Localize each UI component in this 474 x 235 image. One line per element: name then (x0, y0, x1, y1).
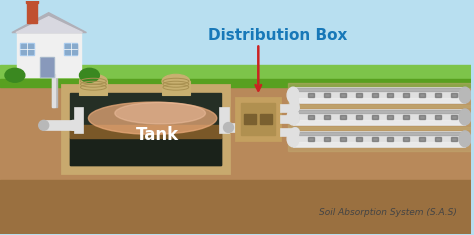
Bar (41, 58, 53, 76)
Bar (340, 115, 346, 119)
Ellipse shape (89, 102, 217, 134)
Bar (21, 44, 33, 55)
Polygon shape (16, 17, 82, 33)
Bar (372, 137, 377, 141)
Bar (340, 93, 346, 97)
Text: Soil Absorption System (S.A.S): Soil Absorption System (S.A.S) (319, 208, 456, 217)
Bar (308, 115, 314, 119)
Ellipse shape (459, 87, 471, 103)
Bar (387, 137, 393, 141)
Bar (419, 137, 425, 141)
Bar (52, 74, 56, 107)
Bar (356, 115, 362, 119)
Bar (451, 93, 457, 97)
Bar (435, 115, 441, 119)
Bar (403, 137, 410, 141)
Bar (44, 120, 73, 130)
Bar (372, 115, 377, 119)
Bar (387, 93, 393, 97)
Bar (308, 137, 314, 141)
Bar (73, 107, 83, 133)
Bar (324, 115, 330, 119)
Bar (280, 104, 295, 112)
Bar (403, 115, 410, 119)
Ellipse shape (459, 131, 471, 147)
Bar (288, 83, 474, 107)
Bar (293, 131, 465, 147)
Bar (387, 115, 393, 119)
Ellipse shape (224, 122, 234, 133)
Bar (0, 79, 471, 87)
Bar (80, 81, 107, 95)
Ellipse shape (287, 131, 299, 147)
Ellipse shape (39, 120, 49, 130)
Bar (26, 0, 38, 3)
Polygon shape (12, 13, 86, 33)
Bar (356, 93, 362, 97)
Bar (451, 137, 457, 141)
Bar (356, 137, 362, 141)
Ellipse shape (69, 120, 79, 130)
Bar (293, 109, 465, 125)
Bar (27, 1, 37, 23)
Bar (64, 43, 77, 55)
Bar (70, 93, 220, 165)
Bar (308, 93, 314, 97)
Bar (451, 115, 457, 119)
Bar (64, 44, 76, 55)
Bar (70, 125, 220, 137)
Bar (280, 128, 295, 136)
Bar (288, 127, 474, 151)
Bar (237, 98, 280, 140)
Bar (0, 180, 471, 234)
Bar (241, 103, 275, 135)
Bar (419, 115, 425, 119)
Bar (62, 85, 228, 173)
Bar (293, 98, 465, 102)
Bar (0, 65, 471, 87)
Ellipse shape (80, 68, 100, 82)
Bar (260, 114, 272, 124)
Bar (403, 93, 410, 97)
Bar (324, 137, 330, 141)
Bar (245, 114, 256, 124)
Bar (293, 110, 465, 113)
Bar (293, 87, 465, 103)
Bar (70, 137, 220, 165)
Bar (40, 57, 54, 77)
Bar (0, 83, 471, 234)
Bar (280, 115, 295, 123)
Bar (293, 88, 465, 91)
Bar (419, 93, 425, 97)
Bar (293, 132, 465, 135)
Bar (52, 74, 55, 107)
Bar (293, 120, 465, 124)
Bar (340, 137, 346, 141)
Bar (288, 105, 474, 129)
Bar (324, 93, 330, 97)
Text: Tank: Tank (136, 126, 179, 144)
Ellipse shape (80, 74, 107, 88)
Text: Distribution Box: Distribution Box (209, 28, 348, 43)
Bar (228, 122, 260, 133)
Bar (219, 107, 228, 133)
Ellipse shape (115, 102, 205, 124)
Bar (20, 43, 34, 55)
Ellipse shape (459, 109, 471, 125)
Bar (162, 81, 190, 95)
Bar (250, 115, 268, 123)
Bar (372, 93, 377, 97)
Ellipse shape (287, 87, 299, 103)
Ellipse shape (287, 109, 299, 125)
Ellipse shape (162, 74, 190, 88)
Bar (435, 93, 441, 97)
Ellipse shape (5, 68, 25, 82)
Bar (17, 33, 82, 77)
Bar (293, 142, 465, 146)
Bar (435, 137, 441, 141)
